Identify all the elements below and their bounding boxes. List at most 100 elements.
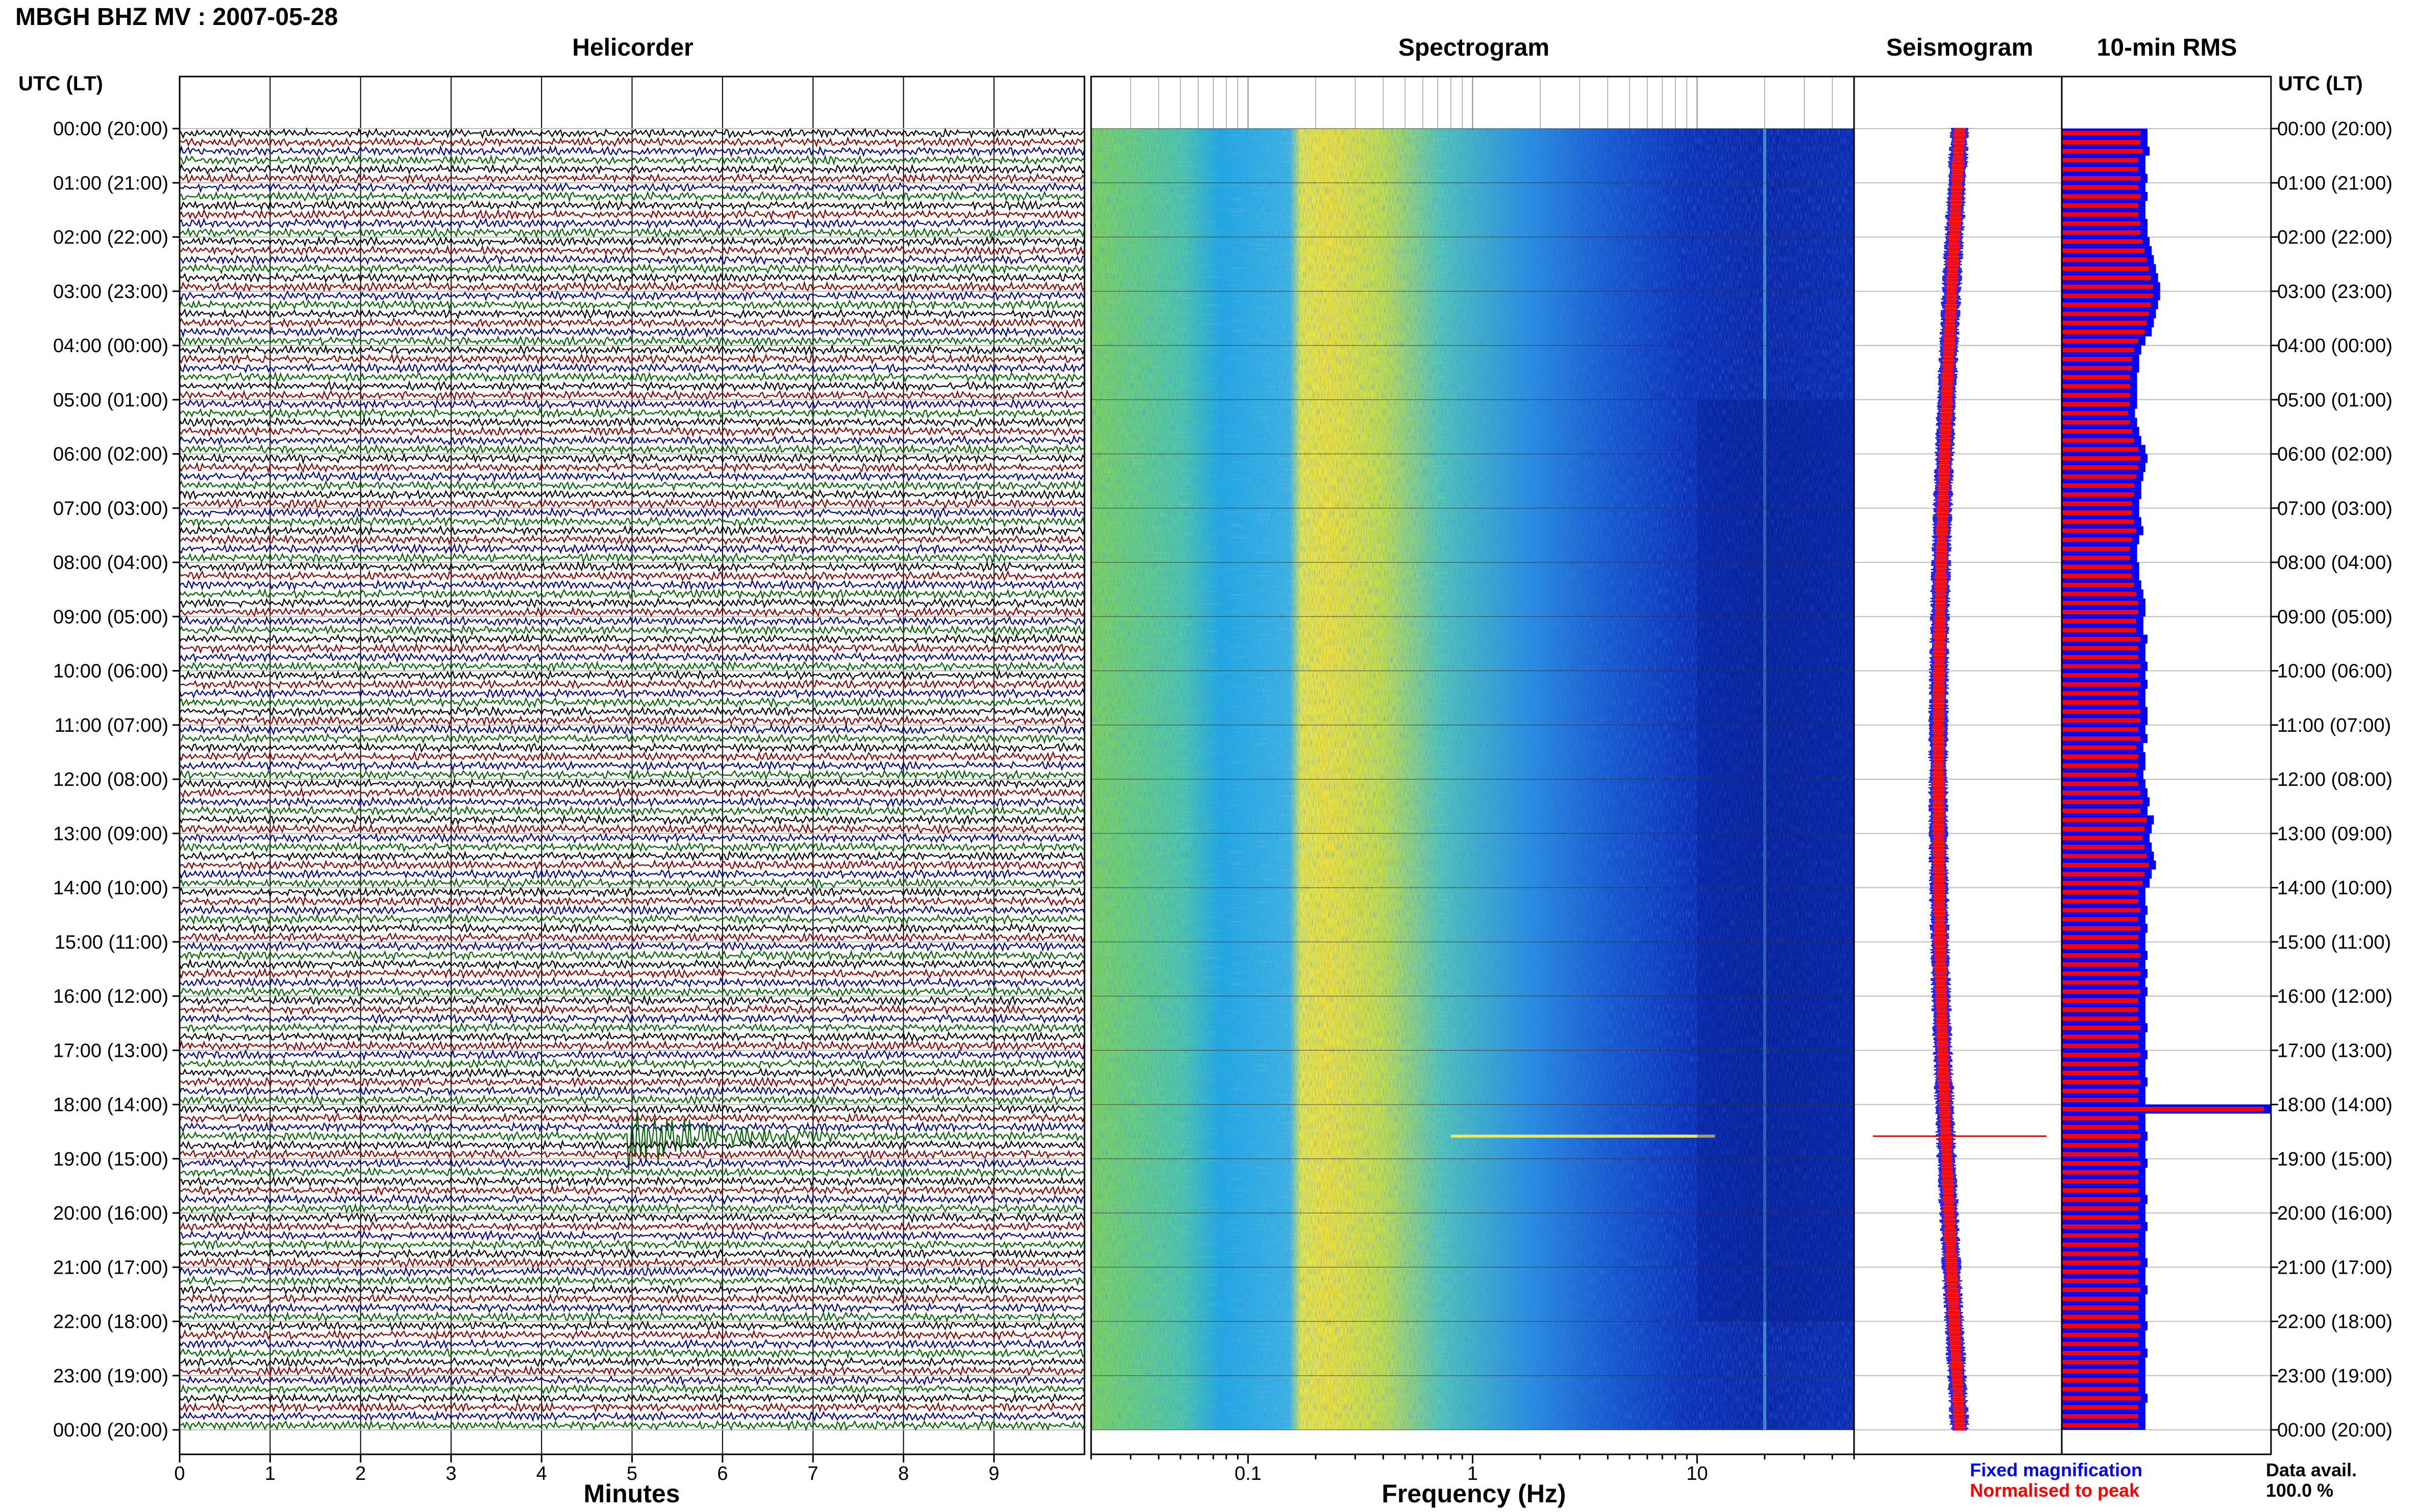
helicorder-trace [179,299,1085,311]
minute-tick-label: 2 [355,1463,366,1484]
helicorder-trace [179,723,1085,736]
rms-bar-normalised [2062,348,2134,353]
helicorder-trace [179,470,1085,483]
time-label-left: 00:00 (20:00) [53,1420,168,1441]
helicorder-trace [179,940,1085,953]
rms-bar-normalised [2062,1197,2141,1202]
helicorder-trace [179,732,1085,745]
time-label-left: 12:00 (08:00) [53,769,168,790]
rms-bar-normalised [2062,239,2143,244]
helicorder-trace [179,597,1085,609]
rms-bar-normalised [2062,1152,2138,1157]
helicorder-trace [179,208,1085,221]
rms-bar-normalised [2062,1378,2138,1383]
helicorder-trace [179,1193,1085,1205]
rms-bar-normalised [2062,709,2141,714]
helicorder-trace [179,1238,1085,1251]
time-label-right: 03:00 (23:00) [2277,281,2392,303]
page-title: MBGH BHZ MV : 2007-05-28 [15,4,338,31]
rms-bar-normalised [2062,293,2153,299]
helicorder-trace [179,1365,1085,1377]
helicorder-trace [179,642,1085,654]
spectrogram-event-streak [1450,1134,1715,1138]
helicorder-trace [179,868,1085,880]
time-label-left: 14:00 (10:00) [53,878,168,899]
helicorder-trace [179,280,1085,293]
panel-frame-3 [2061,76,2272,1455]
rms-bar-normalised [2062,1342,2138,1347]
rms-bar-normalised [2062,908,2141,913]
helicorder-trace [179,534,1085,546]
minute-tick-label: 4 [536,1463,547,1484]
time-label-right: 22:00 (18:00) [2277,1311,2392,1333]
helicorder-trace [179,515,1085,528]
rms-bar-normalised [2062,203,2138,208]
rms-bar-normalised [2062,799,2143,804]
panel-frame-0 [179,76,1085,1455]
helicorder-trace [179,1310,1085,1323]
helicorder-trace [179,1248,1085,1260]
time-label-right: 23:00 (19:00) [2277,1366,2392,1387]
rms-bar-normalised [2062,1251,2138,1256]
minute-tick-label: 1 [265,1463,276,1484]
helicorder-trace [179,1022,1085,1034]
helicorder-trace [179,741,1085,754]
helicorder-trace [179,461,1085,474]
panel-frames [179,76,2272,1455]
rms-bar-normalised [2062,1215,2138,1220]
rms-bar-normalised [2062,555,2130,560]
rms-bar-normalised [2062,212,2138,217]
helicorder-trace [179,1109,1085,1170]
rms-bar-normalised [2062,944,2138,949]
helicorder-trace [179,832,1085,844]
rms-bar-normalised [2062,474,2136,479]
rms-bar-normalised [2062,547,2130,551]
helicorder-trace [179,434,1085,447]
rms-bar-normalised [2062,447,2138,452]
rms-bar-normalised [2062,1315,2138,1320]
helicorder-trace [179,308,1085,320]
frequency-tick-label: 0.1 [1235,1463,1262,1484]
time-label-right: 18:00 (14:00) [2277,1095,2392,1116]
time-label-left: 00:00 (20:00) [53,118,168,140]
rms-bar-normalised [2062,1323,2141,1328]
helicorder-trace [179,506,1085,519]
helicorder-trace [179,182,1085,193]
helicorder-trace [179,398,1085,411]
time-label-right: 07:00 (03:00) [2277,498,2392,519]
rms-bar-normalised [2062,221,2141,226]
helicorder-trace [179,660,1085,673]
helicorder-trace [179,1121,1085,1133]
helicorder-trace [179,154,1085,166]
helicorder-trace [179,1003,1085,1016]
helicorder-trace [179,1383,1085,1395]
helicorder-trace [179,335,1085,347]
helicorder-trace [179,244,1085,256]
helicorder-trace [179,877,1085,889]
rms-bar-normalised [2062,1143,2138,1148]
time-label-left: 13:00 (09:00) [53,823,168,845]
minute-tick-label: 8 [898,1463,909,1484]
helicorder-trace [179,1265,1085,1278]
seismogram-title: Seismogram [1886,34,2034,61]
helicorder-trace [179,1202,1085,1215]
helicorder-trace [179,922,1085,935]
helicorder-trace [179,904,1085,916]
rms-bar-normalised [2062,591,2136,597]
rms-bar-normalised [2062,465,2138,470]
time-label-right: 02:00 (22:00) [2277,227,2392,249]
rms-bar-normalised [2062,1369,2138,1374]
time-label-left: 09:00 (05:00) [53,606,168,628]
helicorder-title: Helicorder [572,34,694,61]
rms-bar-normalised [2062,528,2136,533]
helicorder-trace [179,380,1085,392]
helicorder-trace [179,886,1085,899]
rms-bar-normalised [2062,1224,2141,1229]
helicorder-trace [179,1048,1085,1061]
rms-bar-normalised [2062,826,2145,831]
time-label-right: 00:00 (20:00) [2277,118,2392,140]
rms-bar-normalised [2062,872,2145,877]
rms-bar-normalised [2062,311,2149,316]
helicorder-trace [179,1221,1085,1232]
helicorder-trace [179,263,1085,275]
